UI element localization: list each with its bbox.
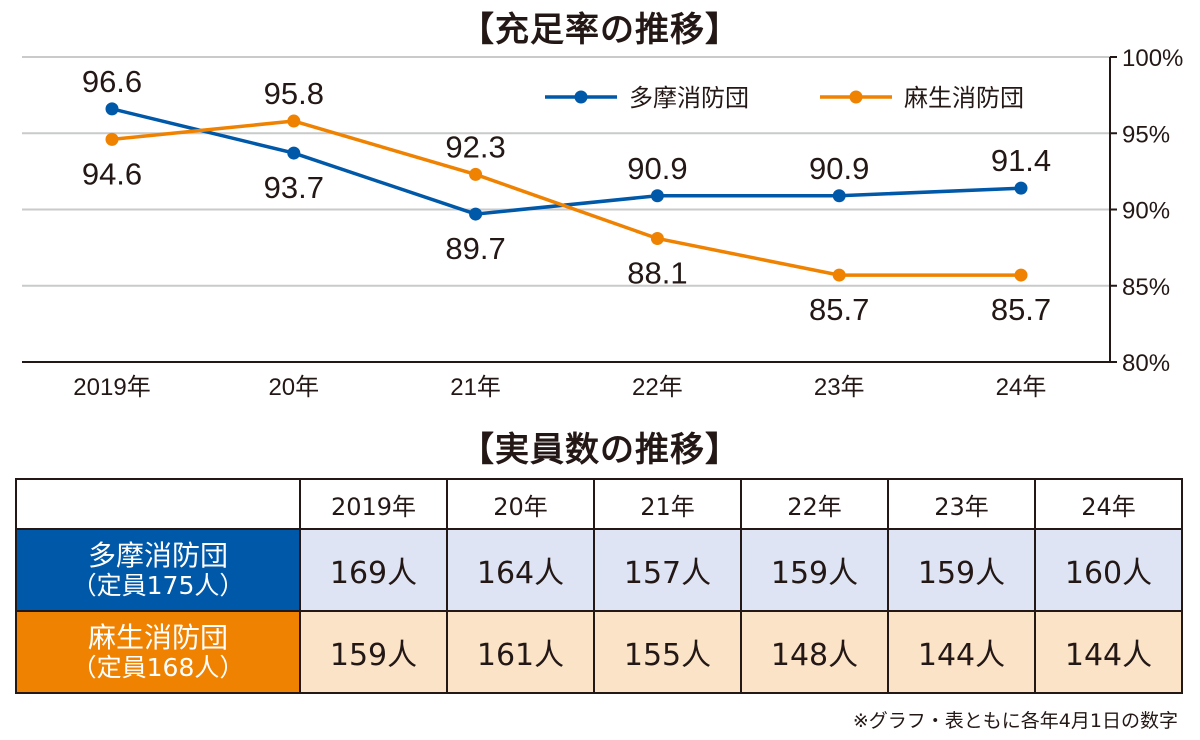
data-point <box>832 268 846 282</box>
data-label: 90.9 <box>627 151 687 186</box>
header-cell: 23年 <box>887 478 1036 530</box>
table-title: 【実員数の推移】 <box>460 430 740 470</box>
chart-title: 【充足率の推移】 <box>460 10 740 50</box>
table-cell: 169人 <box>299 528 448 612</box>
data-point <box>1014 268 1028 282</box>
data-point <box>469 167 483 181</box>
series-line-asao <box>111 119 1021 277</box>
x-tick-label: 22年 <box>632 374 683 401</box>
data-label: 85.7 <box>809 292 869 327</box>
row-capacity: （定員168人） <box>71 652 245 682</box>
table-cell: 159人 <box>887 528 1036 612</box>
y-tick-label: 95% <box>1122 121 1170 148</box>
table-cell: 161人 <box>446 610 595 694</box>
x-tick-label: 20年 <box>268 374 319 401</box>
data-point <box>832 189 846 203</box>
y-tick-label: 100% <box>1122 45 1183 72</box>
table-cell: 144人 <box>1034 610 1183 694</box>
header-cell: 22年 <box>740 478 889 530</box>
staff-table: 2019年 20年 21年 22年 23年 24年 多摩消防団 （定員175人） … <box>15 478 1183 694</box>
table-cell: 159人 <box>740 528 889 612</box>
x-tick-label: 23年 <box>814 374 865 401</box>
header-cell: 21年 <box>593 478 742 530</box>
data-point <box>287 114 301 128</box>
data-label: 94.6 <box>82 156 142 191</box>
data-label: 93.7 <box>264 170 324 205</box>
row-name: 多摩消防団 <box>87 538 228 572</box>
data-point <box>650 231 664 245</box>
legend-marker <box>849 90 863 104</box>
x-tick-label: 21年 <box>450 374 501 401</box>
row-label: 多摩消防団 （定員175人） <box>15 528 301 612</box>
line-chart: 80% 85% 90% 95% 100% 2019年 20年 21年 22年 23年 24年 96.6… <box>22 45 1183 401</box>
table-cell: 160人 <box>1034 528 1183 612</box>
header-cell: 2019年 <box>299 478 448 530</box>
header-cell: 24年 <box>1034 478 1183 530</box>
header-cell: 20年 <box>446 478 595 530</box>
row-capacity: （定員175人） <box>71 570 245 600</box>
data-label: 90.9 <box>809 151 869 186</box>
data-label: 96.6 <box>82 64 142 99</box>
data-label: 95.8 <box>264 76 324 111</box>
table-cell: 159人 <box>299 610 448 694</box>
legend-label: 多摩消防団 <box>629 85 749 112</box>
y-tick-label: 85% <box>1122 274 1170 301</box>
table-row: 麻生消防団 （定員168人） 159人 161人 155人 148人 144人 1… <box>15 610 1183 694</box>
row-name: 麻生消防団 <box>87 620 228 654</box>
x-tick-label: 2019年 <box>73 374 150 401</box>
row-label: 麻生消防団 （定員168人） <box>15 610 301 694</box>
table-cell: 144人 <box>887 610 1036 694</box>
data-point <box>105 132 119 146</box>
legend-label: 麻生消防団 <box>904 85 1024 112</box>
y-tick-label: 80% <box>1122 350 1170 377</box>
data-point <box>105 102 119 116</box>
table-cell: 155人 <box>593 610 742 694</box>
data-point <box>1014 181 1028 195</box>
data-label: 88.1 <box>627 255 687 290</box>
footnote: ※グラフ・表ともに各年4月1日の数字 <box>852 710 1178 732</box>
data-label: 85.7 <box>991 292 1051 327</box>
table-cell: 157人 <box>593 528 742 612</box>
data-label: 92.3 <box>445 129 505 164</box>
table-cell: 148人 <box>740 610 889 694</box>
table-row: 多摩消防団 （定員175人） 169人 164人 157人 159人 159人 1… <box>15 528 1183 612</box>
table-cell: 164人 <box>446 528 595 612</box>
data-label: 91.4 <box>991 143 1051 178</box>
data-point <box>287 146 301 160</box>
table-header-row: 2019年 20年 21年 22年 23年 24年 <box>15 478 1183 530</box>
legend-marker <box>574 90 588 104</box>
data-point <box>650 189 664 203</box>
header-cell <box>15 478 301 530</box>
data-label: 89.7 <box>445 231 505 266</box>
y-tick-label: 90% <box>1122 198 1170 225</box>
x-tick-label: 24年 <box>996 374 1047 401</box>
data-point <box>469 207 483 221</box>
